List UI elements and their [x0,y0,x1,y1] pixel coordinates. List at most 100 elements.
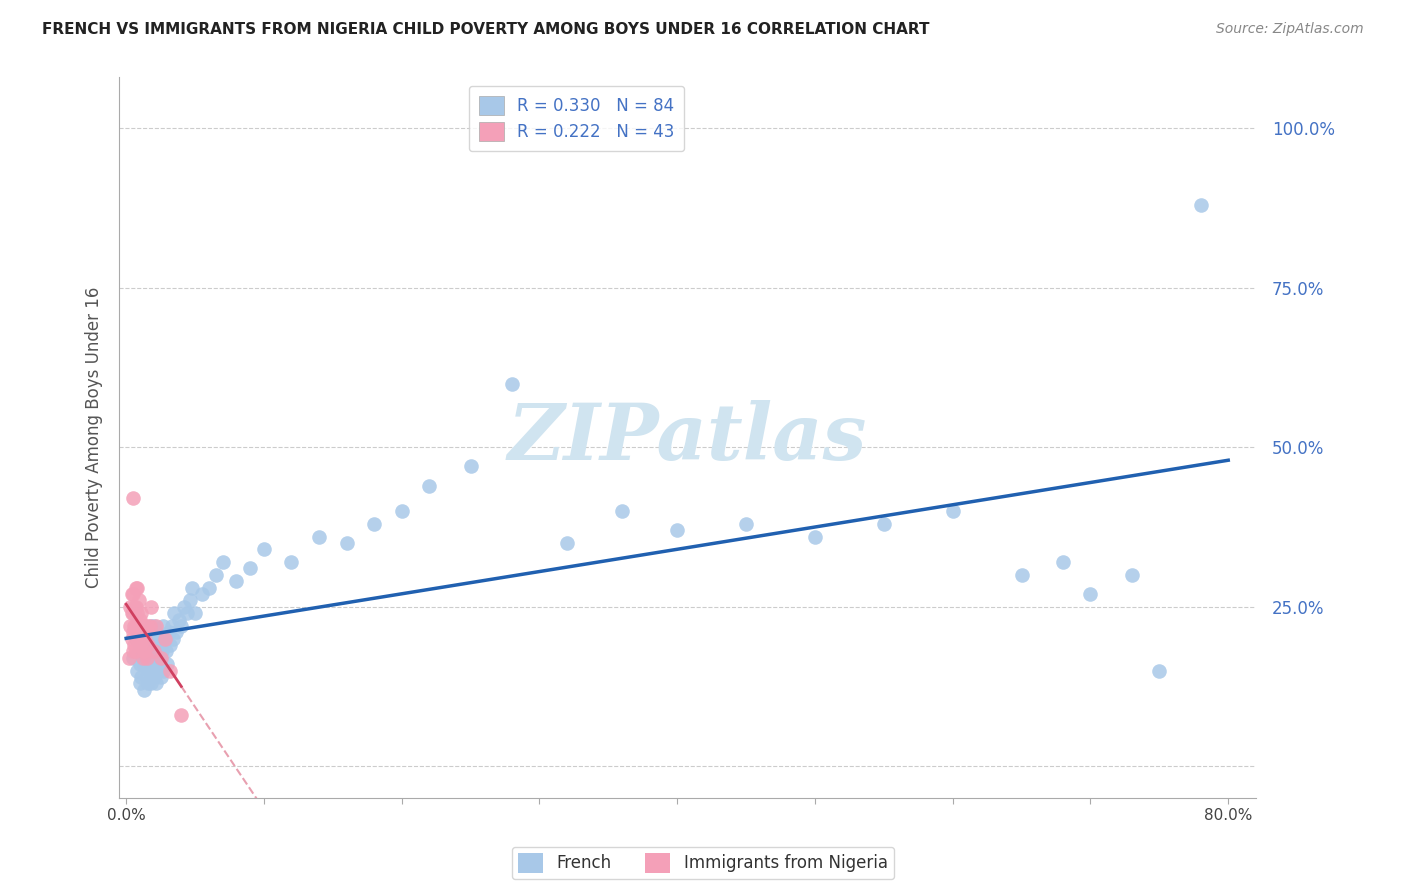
Point [191,587,214,601]
Point [129,613,152,627]
Point [163,606,186,620]
Point [280,555,302,569]
Point [198,581,221,595]
Point [1011,567,1033,582]
Point [121,632,143,646]
Point [120,619,142,633]
Point [136,638,159,652]
Point [610,504,633,518]
Point [162,632,184,646]
Point [141,664,163,678]
Point [143,657,166,672]
Point [122,587,145,601]
Point [418,478,440,492]
Point [131,606,153,620]
Point [135,650,157,665]
Point [308,530,330,544]
Point [138,632,160,646]
Point [666,523,689,537]
Point [125,644,148,658]
Point [155,644,177,658]
Point [146,638,169,652]
Point [1121,567,1143,582]
Point [152,619,174,633]
Point [138,619,160,633]
Point [145,650,167,665]
Point [211,555,233,569]
Point [153,632,176,646]
Point [122,650,145,665]
Point [135,619,157,633]
Point [129,638,152,652]
Point [128,593,150,607]
Point [555,536,578,550]
Point [128,619,150,633]
Legend: French, Immigrants from Nigeria: French, Immigrants from Nigeria [512,847,894,880]
Point [167,613,190,627]
Point [132,682,155,697]
Point [121,606,143,620]
Point [501,376,523,391]
Point [135,650,157,665]
Point [142,670,165,684]
Point [149,670,172,684]
Point [873,516,896,531]
Point [239,561,262,575]
Point [127,581,149,595]
Point [804,530,827,544]
Point [118,650,141,665]
Point [165,625,187,640]
Point [160,619,183,633]
Point [122,644,145,658]
Point [179,593,201,607]
Point [131,650,153,665]
Point [225,574,247,589]
Point [127,664,149,678]
Point [125,632,148,646]
Point [152,664,174,678]
Point [129,657,152,672]
Point [156,657,179,672]
Point [142,619,165,633]
Point [1080,587,1102,601]
Point [139,657,162,672]
Point [135,625,157,640]
Point [173,599,195,614]
Point [132,644,155,658]
Point [146,664,169,678]
Point [142,644,165,658]
Point [139,676,162,690]
Point [132,657,155,672]
Point [1189,198,1212,212]
Point [127,606,149,620]
Point [153,632,176,646]
Point [1149,664,1171,678]
Point [124,619,146,633]
Point [942,504,965,518]
Point [122,491,145,506]
Point [170,619,193,633]
Point [150,644,173,658]
Point [149,650,172,665]
Point [142,644,165,658]
Point [134,638,156,652]
Point [181,581,204,595]
Point [157,625,180,640]
Y-axis label: Child Poverty Among Boys Under 16: Child Poverty Among Boys Under 16 [86,287,103,589]
Point [335,536,357,550]
Point [125,599,148,614]
Point [145,676,167,690]
Point [145,625,167,640]
Point [127,632,149,646]
Point [132,619,155,633]
Text: Source: ZipAtlas.com: Source: ZipAtlas.com [1216,22,1364,37]
Point [363,516,385,531]
Point [120,599,142,614]
Point [141,638,163,652]
Point [138,664,160,678]
Point [159,664,181,678]
Point [124,599,146,614]
Point [131,670,153,684]
Point [735,516,758,531]
Point [1052,555,1074,569]
